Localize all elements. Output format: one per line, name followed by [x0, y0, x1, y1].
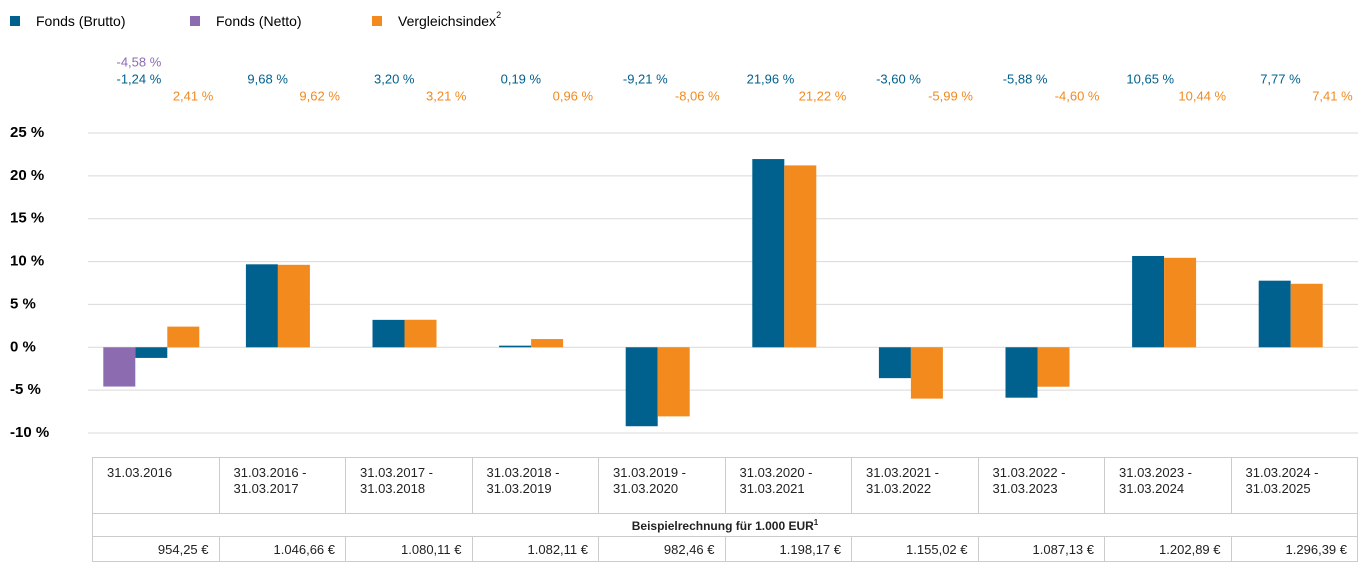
value-label: 21,22 % — [799, 88, 847, 103]
bar — [1290, 283, 1323, 348]
bar — [404, 319, 437, 348]
amount-cell: 1.080,11 € — [345, 536, 473, 562]
bar — [167, 326, 200, 348]
bar — [752, 159, 785, 348]
category-row: 31.03.2016 31.03.2016 - 31.03.2017 31.03.2… — [92, 457, 1358, 514]
amount-cell: 1.087,13 € — [977, 536, 1105, 562]
amount-cell: 1.296,39 € — [1230, 536, 1358, 562]
category-cell: 31.03.2023 - 31.03.2024 — [1104, 457, 1232, 514]
value-label: 10,44 % — [1178, 88, 1226, 103]
amount-cell: 1.198,17 € — [724, 536, 852, 562]
bar — [910, 347, 943, 399]
bar — [1258, 280, 1291, 348]
value-label: -4,58 % — [116, 54, 161, 69]
legend-name: Vergleichsindex — [398, 13, 496, 29]
bar — [1005, 347, 1038, 398]
category-cell: 31.03.2016 — [92, 457, 220, 514]
category-cell: 31.03.2024 - 31.03.2025 — [1230, 457, 1358, 514]
bar — [499, 345, 532, 348]
value-label: 9,62 % — [299, 88, 340, 103]
caption-footnote: 1 — [813, 517, 819, 527]
category-cell: 31.03.2017 - 31.03.2018 — [345, 457, 473, 514]
amount-cell: 1.046,66 € — [218, 536, 346, 562]
y-tick-label: 20 % — [10, 167, 44, 184]
value-label: 3,21 % — [426, 88, 467, 103]
example-table: 31.03.2016 31.03.2016 - 31.03.2017 31.03.2… — [92, 457, 1358, 562]
value-label: -1,24 % — [116, 71, 161, 86]
amount-cell: 1.202,89 € — [1104, 536, 1232, 562]
legend-swatch — [10, 16, 20, 26]
legend-footnote: 2 — [496, 10, 501, 20]
y-tick-label: 0 % — [10, 338, 36, 355]
table-caption: Beispielrechnung für 1.000 EUR1 — [92, 513, 1358, 537]
y-tick-label: 5 % — [10, 295, 36, 312]
value-label: -5,88 % — [1003, 71, 1048, 86]
value-label: 0,19 % — [501, 71, 542, 86]
bar — [103, 347, 136, 387]
category-cell: 31.03.2018 - 31.03.2019 — [471, 457, 599, 514]
y-tick-label: 15 % — [10, 210, 44, 227]
amount-cell: 1.082,11 € — [471, 536, 599, 562]
value-label: 9,68 % — [247, 71, 288, 86]
category-cell: 31.03.2021 - 31.03.2022 — [851, 457, 979, 514]
bar — [277, 264, 310, 348]
category-cell: 31.03.2020 - 31.03.2021 — [724, 457, 852, 514]
caption-row: Beispielrechnung für 1.000 EUR1 — [92, 513, 1358, 537]
bar — [245, 264, 278, 348]
bar — [784, 165, 817, 348]
value-label: 7,77 % — [1260, 71, 1301, 86]
legend-label: Vergleichsindex2 — [398, 10, 501, 28]
value-label: -8,06 % — [675, 88, 720, 103]
value-label: 10,65 % — [1126, 71, 1174, 86]
amount-cell: 982,46 € — [598, 536, 726, 562]
bar — [531, 339, 564, 348]
legend-label: Fonds (Brutto) — [36, 13, 125, 29]
amount-row: 954,25 €1.046,66 €1.080,11 €1.082,11 €98… — [92, 536, 1358, 562]
amount-cell: 954,25 € — [92, 536, 220, 562]
bar — [657, 347, 690, 417]
value-label: 7,41 % — [1312, 88, 1353, 103]
value-label: -9,21 % — [623, 71, 668, 86]
category-cell: 31.03.2022 - 31.03.2023 — [977, 457, 1105, 514]
y-tick-label: -10 % — [10, 424, 49, 441]
caption-text: Beispielrechnung für 1.000 EUR — [631, 518, 814, 533]
y-tick-label: 25 % — [10, 124, 44, 141]
y-tick-label: -5 % — [10, 381, 41, 398]
bar — [625, 347, 658, 427]
value-label: -3,60 % — [876, 71, 921, 86]
bar — [135, 347, 168, 358]
value-label: 0,96 % — [553, 88, 594, 103]
category-cell: 31.03.2016 - 31.03.2017 — [218, 457, 346, 514]
value-label: 2,41 % — [173, 88, 214, 103]
category-cell: 31.03.2019 - 31.03.2020 — [598, 457, 726, 514]
value-label: 3,20 % — [374, 71, 415, 86]
amount-cell: 1.155,02 € — [851, 536, 979, 562]
value-label: -5,99 % — [928, 88, 973, 103]
chart: -10 % -5 % 0 % 5 % 10 % 15 % 20 % 25 % Fonds (Br… — [10, 10, 1358, 441]
bar — [878, 347, 911, 379]
bar — [1164, 257, 1197, 348]
legend-swatch — [372, 16, 382, 26]
value-label: -4,60 % — [1055, 88, 1100, 103]
y-tick-label: 10 % — [10, 253, 44, 270]
legend-name: Fonds (Brutto) — [36, 13, 125, 29]
legend-name: Fonds (Netto) — [216, 13, 302, 29]
legend-swatch — [190, 16, 200, 26]
bar — [372, 319, 405, 348]
value-label: 21,96 % — [747, 71, 795, 86]
bar — [1037, 347, 1070, 387]
bar — [1132, 256, 1165, 348]
legend-label: Fonds (Netto) — [216, 13, 302, 29]
